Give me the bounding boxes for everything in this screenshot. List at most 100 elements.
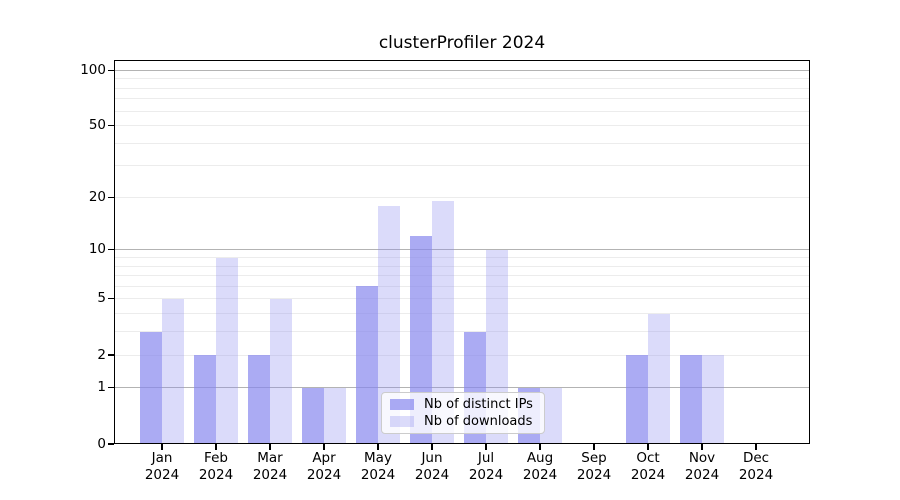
x-axis-tick-label-aug: Aug 2024	[512, 450, 568, 483]
chart-title: clusterProfiler 2024	[378, 33, 546, 53]
legend-swatch-distinct-ips	[390, 399, 414, 411]
gridline-minor	[114, 165, 810, 167]
x-tick-mark	[539, 444, 541, 450]
x-tick-mark	[647, 444, 649, 450]
x-tick-month: Jun	[421, 450, 443, 466]
x-tick-year: 2024	[414, 466, 450, 483]
bar-ips-apr	[302, 387, 324, 444]
x-axis-tick-label-nov: Nov 2024	[674, 450, 730, 483]
x-tick-mark	[593, 444, 595, 450]
gridline-major	[114, 69, 810, 71]
y-axis-tick-label-5: 5	[97, 290, 106, 307]
x-axis-tick-label-sep: Sep 2024	[566, 450, 622, 483]
y-tick-mark	[108, 124, 114, 127]
gridline-minor	[114, 298, 810, 300]
x-tick-year: 2024	[144, 466, 180, 483]
x-axis-tick-label-apr: Apr 2024	[296, 450, 352, 483]
bar-downloads-jan	[162, 298, 184, 444]
legend: Nb of distinct IPs Nb of downloads	[381, 392, 545, 434]
x-tick-mark	[755, 444, 757, 450]
y-axis-tick-label-100: 100	[80, 61, 106, 78]
x-axis-tick-label-may: May 2024	[350, 450, 406, 483]
gridline-major	[114, 387, 810, 389]
x-axis-tick-label-jan: Jan 2024	[134, 450, 190, 483]
x-axis-tick-label-feb: Feb 2024	[188, 450, 244, 483]
bar-downloads-apr	[324, 387, 346, 444]
bar-downloads-mar	[270, 298, 292, 444]
x-tick-month: Aug	[526, 450, 554, 466]
x-axis-tick-label-dec: Dec 2024	[728, 450, 784, 483]
legend-swatch-downloads	[390, 415, 414, 427]
x-tick-year: 2024	[306, 466, 342, 483]
bar-downloads-feb	[216, 257, 238, 444]
gridline-minor	[114, 257, 810, 259]
x-tick-month: Apr	[312, 450, 336, 466]
x-tick-month: May	[364, 450, 392, 466]
x-tick-year: 2024	[630, 466, 666, 483]
bar-ips-jan	[140, 331, 162, 444]
bar-downloads-oct	[648, 313, 670, 444]
plot-area	[114, 60, 810, 444]
y-tick-mark	[108, 443, 114, 445]
gridline-minor	[114, 265, 810, 267]
bar-downloads-aug	[540, 387, 562, 444]
y-tick-mark	[108, 69, 114, 71]
x-tick-year: 2024	[360, 466, 396, 483]
bar-downloads-jun	[432, 201, 454, 444]
x-tick-mark	[485, 444, 487, 450]
x-tick-month: Jan	[151, 450, 173, 466]
x-tick-year: 2024	[684, 466, 720, 483]
gridline-minor	[114, 313, 810, 315]
gridline-minor	[114, 87, 810, 89]
x-tick-mark	[161, 444, 163, 450]
y-tick-mark	[108, 249, 114, 251]
x-tick-month: Dec	[742, 450, 770, 466]
gridline-minor	[114, 78, 810, 80]
legend-item-downloads: Nb of downloads	[390, 414, 536, 429]
y-axis-tick-label-0: 0	[97, 435, 106, 452]
x-tick-mark	[323, 444, 325, 450]
bar-downloads-may	[378, 205, 400, 444]
bar-ips-may	[356, 286, 378, 444]
y-tick-mark	[108, 196, 114, 199]
x-axis-tick-label-jul: Jul 2024	[458, 450, 514, 483]
x-tick-month: Jul	[477, 450, 495, 466]
y-axis-tick-label-1: 1	[97, 379, 106, 396]
x-tick-mark	[215, 444, 217, 450]
gridline-minor	[114, 110, 810, 112]
gridline-minor	[114, 285, 810, 287]
gridline-minor	[114, 196, 810, 198]
x-tick-month: Mar	[257, 450, 283, 466]
x-tick-month: Oct	[636, 450, 660, 466]
bar-ips-mar	[248, 355, 270, 444]
legend-label-distinct-ips: Nb of distinct IPs	[424, 397, 533, 413]
gridline-minor	[114, 98, 810, 100]
x-tick-year: 2024	[468, 466, 504, 483]
x-tick-year: 2024	[252, 466, 288, 483]
x-tick-month: Nov	[688, 450, 716, 466]
legend-item-distinct-ips: Nb of distinct IPs	[390, 397, 536, 412]
x-tick-year: 2024	[738, 466, 774, 483]
x-tick-year: 2024	[522, 466, 558, 483]
y-axis-tick-label-20: 20	[88, 188, 106, 205]
y-tick-mark	[108, 387, 114, 389]
x-tick-mark	[431, 444, 433, 450]
x-tick-month: Feb	[204, 450, 228, 466]
gridline-minor	[114, 275, 810, 277]
bar-ips-feb	[194, 355, 216, 444]
legend-label-downloads: Nb of downloads	[424, 413, 533, 429]
y-axis-tick-label-50: 50	[88, 117, 106, 134]
x-tick-year: 2024	[198, 466, 234, 483]
gridline-minor	[114, 354, 810, 356]
x-tick-mark	[701, 444, 703, 450]
x-axis-tick-label-jun: Jun 2024	[404, 450, 460, 483]
y-tick-mark	[108, 354, 114, 356]
x-tick-mark	[377, 444, 379, 450]
y-axis-tick-label-2: 2	[97, 346, 106, 363]
gridline-minor	[114, 142, 810, 144]
x-tick-mark	[269, 444, 271, 450]
y-axis-tick-label-10: 10	[88, 241, 106, 258]
gridline-minor	[114, 331, 810, 333]
x-axis-tick-label-mar: Mar 2024	[242, 450, 298, 483]
